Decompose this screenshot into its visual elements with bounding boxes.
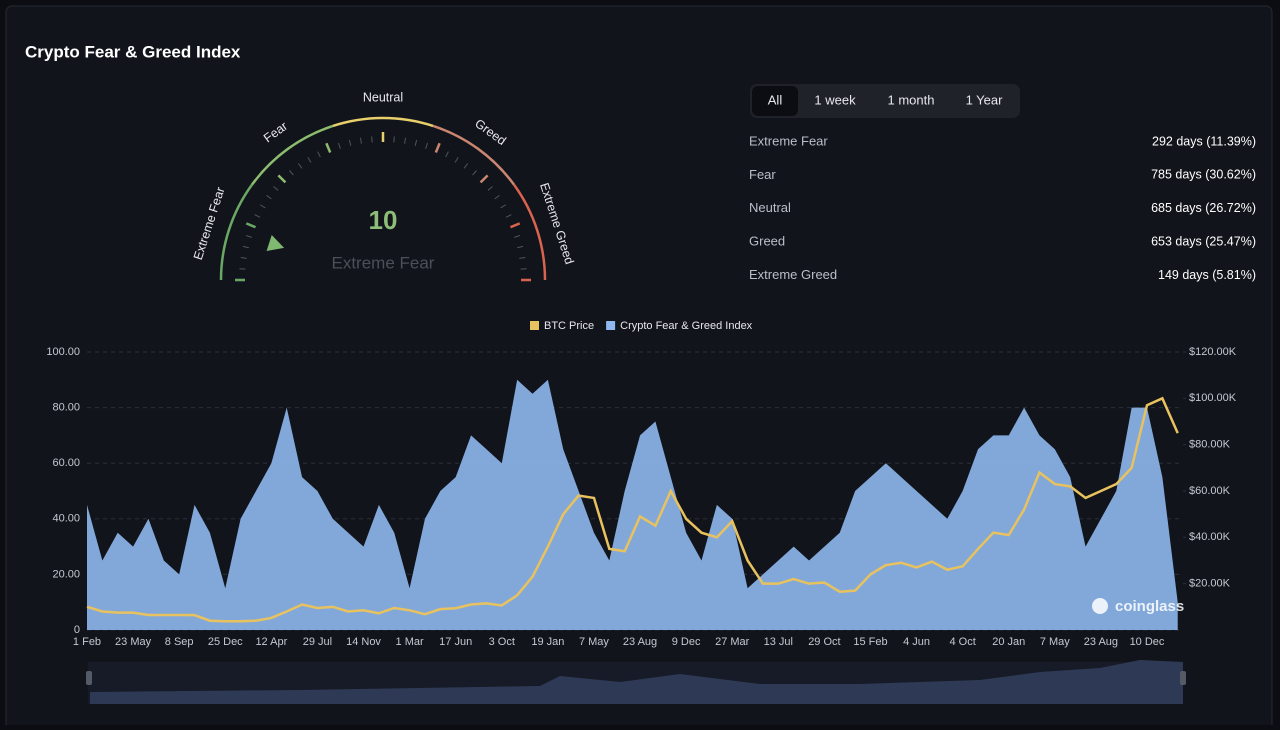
legend-swatch[interactable] — [530, 321, 539, 330]
x-tick-label: 19 Jan — [531, 636, 564, 648]
stat-value: 785 days (30.62%) — [1151, 168, 1256, 182]
x-tick-label: 3 Oct — [489, 636, 515, 648]
y2-tick-label: $120.00K — [1189, 346, 1237, 358]
y2-tick-label: $40.00K — [1189, 531, 1231, 543]
legend-label[interactable]: Crypto Fear & Greed Index — [620, 320, 753, 332]
x-tick-label: 4 Jun — [903, 636, 930, 648]
x-tick-label: 4 Oct — [950, 636, 976, 648]
x-tick-label: 27 Mar — [715, 636, 750, 648]
x-tick-label: 25 Dec — [208, 636, 243, 648]
stat-value: 685 days (26.72%) — [1151, 201, 1256, 215]
title: Crypto Fear & Greed Index — [25, 42, 241, 61]
stat-label: Fear — [749, 167, 776, 182]
x-tick-label: 10 Dec — [1130, 636, 1165, 648]
legend-swatch[interactable] — [606, 321, 615, 330]
watermark: coinglass — [1115, 598, 1184, 615]
y-tick-label: 40.00 — [52, 513, 80, 525]
stat-value: 292 days (11.39%) — [1152, 134, 1256, 148]
x-tick-label: 12 Apr — [255, 636, 287, 648]
x-tick-label: 23 Aug — [623, 636, 657, 648]
stat-label: Greed — [749, 234, 785, 249]
tab[interactable]: 1 month — [888, 92, 935, 107]
y-tick-label: 80.00 — [52, 402, 80, 414]
stat-value: 149 days (5.81%) — [1158, 268, 1256, 282]
tab[interactable]: 1 Year — [966, 92, 1004, 107]
x-tick-label: 8 Sep — [165, 636, 194, 648]
x-tick-label: 1 Feb — [73, 636, 101, 648]
x-tick-label: 9 Dec — [672, 636, 701, 648]
x-tick-label: 15 Feb — [853, 636, 887, 648]
x-tick-label: 23 May — [115, 636, 152, 648]
y-tick-label: 0 — [74, 624, 80, 636]
gauge-value: 10 — [369, 205, 398, 235]
stat-label: Extreme Fear — [749, 133, 828, 148]
y2-tick-label: $80.00K — [1189, 439, 1231, 451]
x-tick-label: 23 Aug — [1084, 636, 1118, 648]
gauge-label: Extreme Fear — [332, 253, 435, 272]
y-tick-label: 100.00 — [46, 346, 80, 358]
x-tick-label: 13 Jul — [764, 636, 793, 648]
x-tick-label: 1 Mar — [396, 636, 424, 648]
gauge-zone-label: Neutral — [363, 90, 403, 104]
y-tick-label: 20.00 — [52, 568, 80, 580]
x-tick-label: 14 Nov — [346, 636, 381, 648]
x-tick-label: 7 May — [1040, 636, 1070, 648]
x-tick-label: 17 Jun — [439, 636, 472, 648]
y-tick-label: 60.00 — [52, 457, 80, 469]
x-tick-label: 20 Jan — [992, 636, 1025, 648]
tab[interactable]: All — [768, 92, 783, 107]
stat-label: Neutral — [749, 200, 791, 215]
stat-value: 653 days (25.47%) — [1151, 234, 1256, 248]
x-tick-label: 29 Oct — [808, 636, 840, 648]
stat-label: Extreme Greed — [749, 267, 837, 282]
y2-tick-label: $60.00K — [1189, 485, 1231, 497]
navigator-handle[interactable] — [1180, 671, 1186, 685]
x-tick-label: 7 May — [579, 636, 609, 648]
tab[interactable]: 1 week — [814, 92, 856, 107]
legend-label[interactable]: BTC Price — [544, 320, 594, 332]
watermark-logo — [1092, 598, 1108, 614]
navigator-handle[interactable] — [86, 671, 92, 685]
y2-tick-label: $100.00K — [1189, 392, 1237, 404]
x-tick-label: 29 Jul — [303, 636, 332, 648]
y2-tick-label: $20.00K — [1189, 578, 1231, 590]
